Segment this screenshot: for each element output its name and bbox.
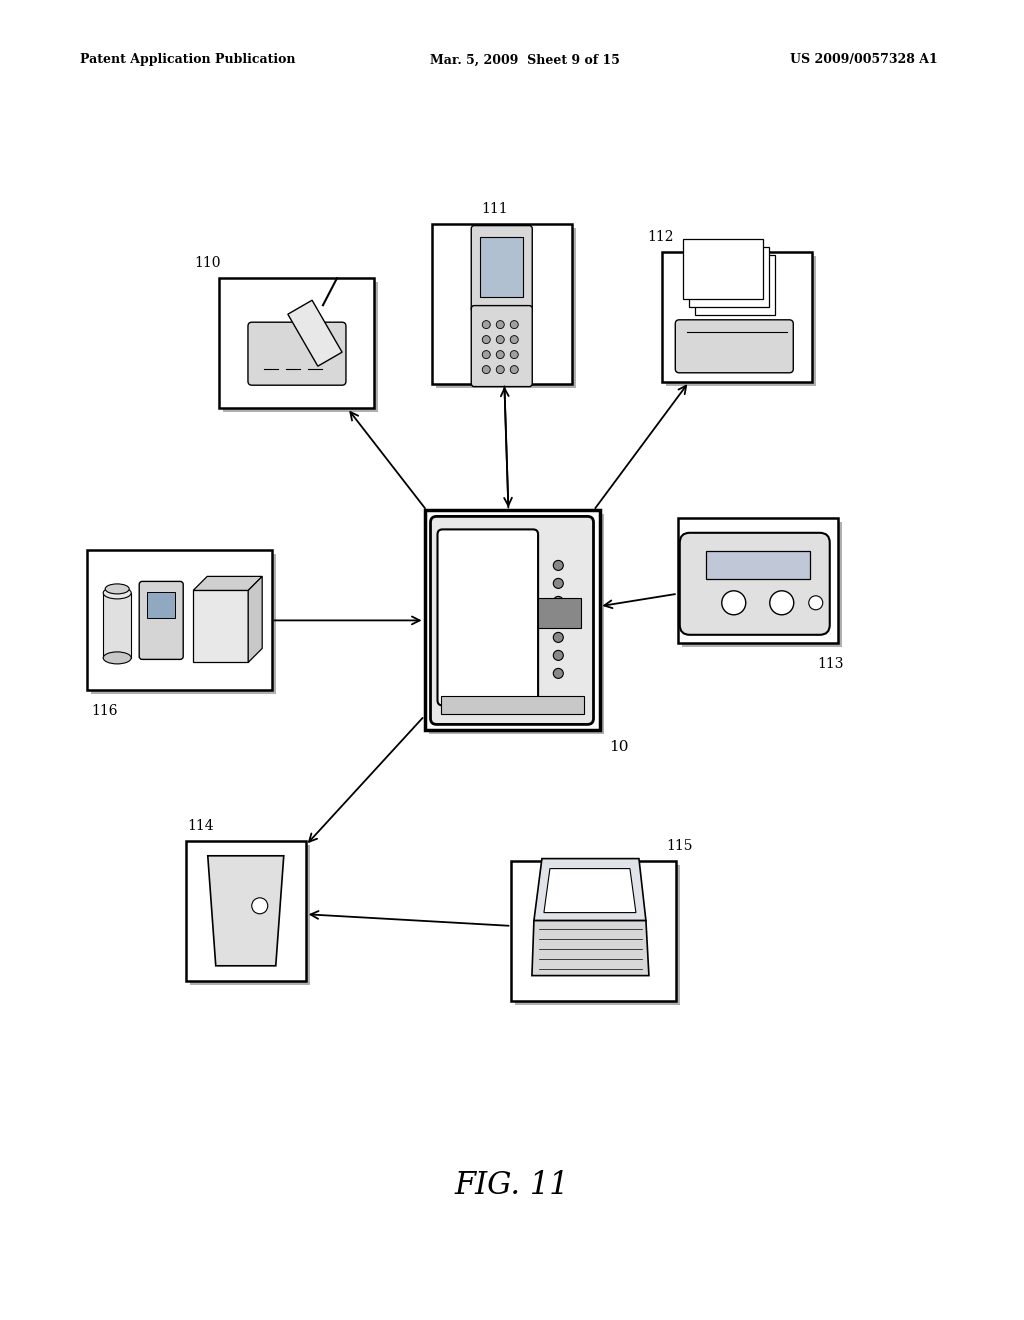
Polygon shape bbox=[531, 920, 649, 975]
Bar bbox=[185, 841, 306, 981]
Bar bbox=[428, 515, 603, 734]
Circle shape bbox=[553, 578, 563, 589]
Bar bbox=[511, 861, 677, 1001]
Bar bbox=[87, 550, 271, 690]
Circle shape bbox=[497, 366, 504, 374]
Circle shape bbox=[510, 335, 518, 343]
Circle shape bbox=[482, 366, 490, 374]
FancyBboxPatch shape bbox=[139, 581, 183, 660]
Bar bbox=[425, 511, 599, 730]
Text: 112: 112 bbox=[647, 230, 674, 244]
Circle shape bbox=[553, 632, 563, 643]
Bar bbox=[223, 282, 379, 412]
Text: 114: 114 bbox=[187, 818, 214, 833]
Circle shape bbox=[497, 321, 504, 329]
FancyBboxPatch shape bbox=[430, 516, 594, 725]
Bar bbox=[440, 697, 584, 714]
Circle shape bbox=[809, 595, 822, 610]
Circle shape bbox=[252, 898, 267, 913]
Polygon shape bbox=[288, 300, 342, 366]
Circle shape bbox=[497, 351, 504, 359]
Circle shape bbox=[497, 335, 504, 343]
Text: Patent Application Publication: Patent Application Publication bbox=[80, 54, 296, 66]
Bar bbox=[678, 519, 838, 643]
Bar bbox=[189, 845, 309, 985]
Text: FIG. 11: FIG. 11 bbox=[455, 1170, 569, 1200]
Bar bbox=[436, 227, 575, 388]
Polygon shape bbox=[194, 577, 262, 590]
Ellipse shape bbox=[103, 587, 131, 599]
Text: 10: 10 bbox=[609, 741, 629, 755]
Polygon shape bbox=[534, 858, 646, 920]
Circle shape bbox=[770, 591, 794, 615]
Circle shape bbox=[553, 651, 563, 660]
Circle shape bbox=[510, 366, 518, 374]
FancyBboxPatch shape bbox=[675, 319, 794, 372]
Bar bbox=[480, 236, 523, 297]
Polygon shape bbox=[248, 577, 262, 663]
FancyBboxPatch shape bbox=[680, 533, 829, 635]
FancyBboxPatch shape bbox=[695, 255, 775, 314]
Text: 115: 115 bbox=[667, 838, 693, 853]
Bar bbox=[103, 593, 131, 657]
Bar bbox=[219, 279, 375, 408]
FancyBboxPatch shape bbox=[437, 529, 538, 705]
FancyBboxPatch shape bbox=[471, 306, 532, 387]
Text: 110: 110 bbox=[195, 256, 221, 271]
FancyBboxPatch shape bbox=[706, 550, 810, 578]
Circle shape bbox=[482, 335, 490, 343]
Text: 116: 116 bbox=[92, 705, 118, 718]
Bar bbox=[663, 252, 812, 381]
Circle shape bbox=[482, 351, 490, 359]
Circle shape bbox=[553, 597, 563, 606]
Bar bbox=[515, 865, 680, 1005]
Ellipse shape bbox=[103, 652, 131, 664]
Bar bbox=[682, 523, 842, 647]
Circle shape bbox=[553, 561, 563, 570]
Polygon shape bbox=[208, 855, 284, 966]
FancyBboxPatch shape bbox=[683, 239, 763, 298]
Text: 113: 113 bbox=[818, 657, 844, 672]
Circle shape bbox=[482, 321, 490, 329]
Circle shape bbox=[722, 591, 745, 615]
Circle shape bbox=[553, 668, 563, 678]
Text: 111: 111 bbox=[481, 202, 508, 215]
Bar bbox=[538, 598, 581, 628]
FancyBboxPatch shape bbox=[471, 226, 532, 312]
Bar bbox=[194, 590, 248, 663]
Circle shape bbox=[510, 321, 518, 329]
Circle shape bbox=[510, 351, 518, 359]
Polygon shape bbox=[544, 869, 636, 912]
Circle shape bbox=[553, 614, 563, 624]
Bar bbox=[667, 256, 816, 385]
Text: Mar. 5, 2009  Sheet 9 of 15: Mar. 5, 2009 Sheet 9 of 15 bbox=[430, 54, 620, 66]
Bar bbox=[147, 593, 175, 618]
FancyBboxPatch shape bbox=[248, 322, 346, 385]
Text: US 2009/0057328 A1: US 2009/0057328 A1 bbox=[790, 54, 938, 66]
FancyBboxPatch shape bbox=[689, 247, 769, 306]
Ellipse shape bbox=[105, 583, 129, 594]
Bar bbox=[91, 554, 275, 694]
Bar bbox=[432, 223, 571, 384]
